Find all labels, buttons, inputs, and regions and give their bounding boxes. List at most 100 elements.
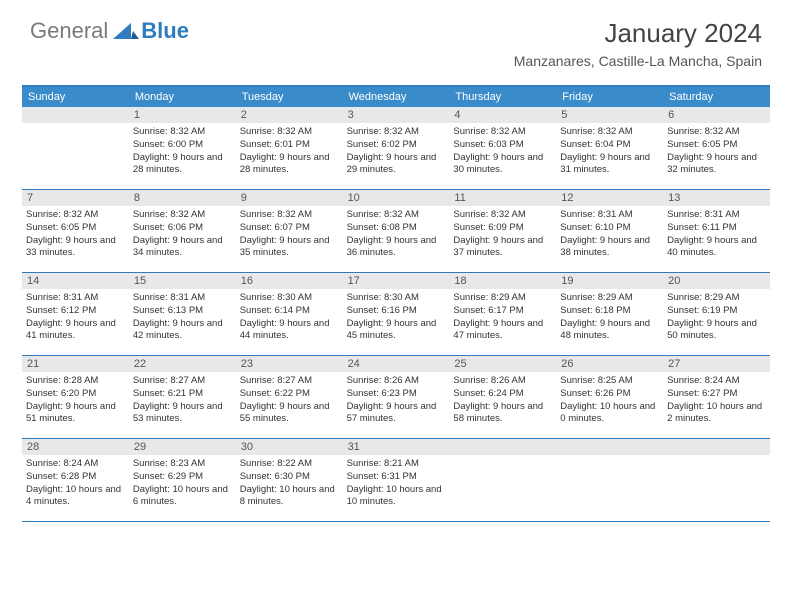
- day-info-line: Sunset: 6:02 PM: [347, 139, 446, 152]
- day-info-line: Sunrise: 8:32 AM: [133, 209, 232, 222]
- day-info-line: Sunrise: 8:32 AM: [453, 126, 552, 139]
- day-info-line: Sunset: 6:16 PM: [347, 305, 446, 318]
- day-info-line: Daylight: 9 hours and 48 minutes.: [560, 318, 659, 344]
- calendar-day-cell: 21 Sunrise: 8:28 AMSunset: 6:20 PMDayligh…: [22, 356, 129, 438]
- day-info-line: Daylight: 9 hours and 45 minutes.: [347, 318, 446, 344]
- day-info-line: Daylight: 9 hours and 30 minutes.: [453, 152, 552, 178]
- day-number-row: 4: [449, 107, 556, 123]
- day-number: 2: [236, 107, 343, 123]
- day-info-line: Daylight: 9 hours and 33 minutes.: [26, 235, 125, 261]
- day-number: 6: [663, 107, 770, 123]
- day-info-line: Daylight: 10 hours and 6 minutes.: [133, 484, 232, 510]
- calendar-day-cell: 26Sunrise: 8:25 AMSunset: 6:26 PMDayligh…: [556, 356, 663, 438]
- day-info-line: Sunset: 6:19 PM: [667, 305, 766, 318]
- day-number: 3: [343, 107, 450, 123]
- day-sun-info: Sunrise: 8:28 AMSunset: 6:20 PMDaylight:…: [26, 375, 125, 426]
- day-number-row: 12: [556, 190, 663, 206]
- day-number: 22: [129, 356, 236, 372]
- day-number: 5: [556, 107, 663, 123]
- day-number-row: 14: [22, 273, 129, 289]
- day-info-line: Sunset: 6:24 PM: [453, 388, 552, 401]
- day-info-line: Sunrise: 8:29 AM: [560, 292, 659, 305]
- day-info-line: Sunset: 6:31 PM: [347, 471, 446, 484]
- day-info-line: Daylight: 9 hours and 44 minutes.: [240, 318, 339, 344]
- day-sun-info: Sunrise: 8:32 AMSunset: 6:06 PMDaylight:…: [133, 209, 232, 260]
- day-number-row: 16: [236, 273, 343, 289]
- day-sun-info: Sunrise: 8:29 AMSunset: 6:17 PMDaylight:…: [453, 292, 552, 343]
- day-info-line: Sunset: 6:08 PM: [347, 222, 446, 235]
- day-number: 26: [556, 356, 663, 372]
- calendar-day-cell: 13Sunrise: 8:31 AMSunset: 6:11 PMDayligh…: [663, 190, 770, 272]
- day-info-line: Sunrise: 8:29 AM: [667, 292, 766, 305]
- day-info-line: Sunset: 6:17 PM: [453, 305, 552, 318]
- day-number-row: 8: [129, 190, 236, 206]
- day-number: 19: [556, 273, 663, 289]
- day-sun-info: Sunrise: 8:32 AMSunset: 6:00 PMDaylight:…: [133, 126, 232, 177]
- day-info-line: Sunrise: 8:30 AM: [240, 292, 339, 305]
- day-number-row: 22: [129, 356, 236, 372]
- calendar-week: 28Sunrise: 8:24 AMSunset: 6:28 PMDayligh…: [22, 439, 770, 522]
- day-info-line: Sunrise: 8:32 AM: [347, 126, 446, 139]
- day-info-line: Daylight: 9 hours and 58 minutes.: [453, 401, 552, 427]
- day-number: 8: [129, 190, 236, 206]
- day-info-line: Daylight: 10 hours and 8 minutes.: [240, 484, 339, 510]
- day-info-line: Daylight: 9 hours and 31 minutes.: [560, 152, 659, 178]
- day-info-line: Daylight: 9 hours and 28 minutes.: [240, 152, 339, 178]
- day-info-line: Sunrise: 8:31 AM: [560, 209, 659, 222]
- day-sun-info: Sunrise: 8:29 AMSunset: 6:18 PMDaylight:…: [560, 292, 659, 343]
- day-number: 23: [236, 356, 343, 372]
- day-sun-info: Sunrise: 8:31 AMSunset: 6:10 PMDaylight:…: [560, 209, 659, 260]
- day-info-line: Sunrise: 8:32 AM: [453, 209, 552, 222]
- day-info-line: Sunset: 6:04 PM: [560, 139, 659, 152]
- day-number: 10: [343, 190, 450, 206]
- day-info-line: Sunset: 6:27 PM: [667, 388, 766, 401]
- day-info-line: Sunrise: 8:32 AM: [133, 126, 232, 139]
- day-number-row: 25: [449, 356, 556, 372]
- day-info-line: Sunset: 6:28 PM: [26, 471, 125, 484]
- day-number-row: 21: [22, 356, 129, 372]
- day-number: 17: [343, 273, 450, 289]
- day-info-line: Sunrise: 8:23 AM: [133, 458, 232, 471]
- calendar-day-cell: 10Sunrise: 8:32 AMSunset: 6:08 PMDayligh…: [343, 190, 450, 272]
- day-info-line: Sunset: 6:13 PM: [133, 305, 232, 318]
- calendar-day-cell: 11Sunrise: 8:32 AMSunset: 6:09 PMDayligh…: [449, 190, 556, 272]
- day-number: 7: [22, 190, 129, 206]
- day-sun-info: Sunrise: 8:31 AMSunset: 6:12 PMDaylight:…: [26, 292, 125, 343]
- day-number-row: .: [663, 439, 770, 455]
- weekday-header: Monday: [129, 87, 236, 107]
- day-info-line: Sunset: 6:20 PM: [26, 388, 125, 401]
- day-info-line: Daylight: 9 hours and 35 minutes.: [240, 235, 339, 261]
- calendar-day-cell: 5Sunrise: 8:32 AMSunset: 6:04 PMDaylight…: [556, 107, 663, 189]
- day-info-line: Sunrise: 8:32 AM: [347, 209, 446, 222]
- day-info-line: Daylight: 9 hours and 40 minutes.: [667, 235, 766, 261]
- day-info-line: Sunset: 6:05 PM: [667, 139, 766, 152]
- day-number-row: .: [556, 439, 663, 455]
- day-info-line: Daylight: 9 hours and 28 minutes.: [133, 152, 232, 178]
- day-info-line: Sunset: 6:01 PM: [240, 139, 339, 152]
- page-header: General Blue January 2024 Manzanares, Ca…: [0, 0, 792, 77]
- day-info-line: Sunset: 6:12 PM: [26, 305, 125, 318]
- brand-logo: General Blue: [30, 18, 189, 44]
- day-number: 4: [449, 107, 556, 123]
- day-info-line: Sunset: 6:03 PM: [453, 139, 552, 152]
- day-number: 20: [663, 273, 770, 289]
- day-number-row: 29: [129, 439, 236, 455]
- day-sun-info: Sunrise: 8:32 AMSunset: 6:02 PMDaylight:…: [347, 126, 446, 177]
- day-sun-info: Sunrise: 8:32 AMSunset: 6:05 PMDaylight:…: [667, 126, 766, 177]
- day-sun-info: Sunrise: 8:31 AMSunset: 6:13 PMDaylight:…: [133, 292, 232, 343]
- day-sun-info: Sunrise: 8:22 AMSunset: 6:30 PMDaylight:…: [240, 458, 339, 509]
- day-sun-info: Sunrise: 8:32 AMSunset: 6:01 PMDaylight:…: [240, 126, 339, 177]
- day-number: 25: [449, 356, 556, 372]
- day-number: 1: [129, 107, 236, 123]
- day-number-row: 27: [663, 356, 770, 372]
- day-number: 29: [129, 439, 236, 455]
- day-info-line: Daylight: 9 hours and 55 minutes.: [240, 401, 339, 427]
- day-info-line: Daylight: 9 hours and 53 minutes.: [133, 401, 232, 427]
- day-info-line: Sunrise: 8:25 AM: [560, 375, 659, 388]
- weekday-header-row: Sunday Monday Tuesday Wednesday Thursday…: [22, 87, 770, 107]
- calendar-day-cell: 6 Sunrise: 8:32 AMSunset: 6:05 PMDaylight…: [663, 107, 770, 189]
- day-number: 11: [449, 190, 556, 206]
- day-number-row: 3: [343, 107, 450, 123]
- day-sun-info: Sunrise: 8:26 AMSunset: 6:24 PMDaylight:…: [453, 375, 552, 426]
- day-info-line: Sunrise: 8:31 AM: [667, 209, 766, 222]
